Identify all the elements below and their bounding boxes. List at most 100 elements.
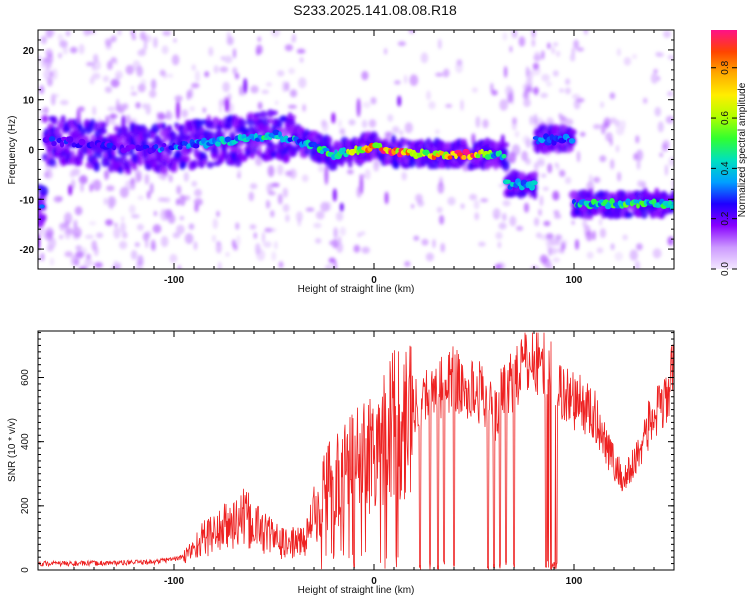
- spectrogram-y-tick-label: -20: [20, 245, 35, 256]
- spectrogram-speckle: [559, 169, 566, 177]
- snr-plot-area: [38, 332, 674, 570]
- spectrogram-speckle: [45, 170, 53, 180]
- spectrogram-speckle: [442, 69, 448, 78]
- spectrogram-speckle: [274, 241, 278, 250]
- spectrogram-speckle: [165, 112, 173, 120]
- spectrogram-speckle: [145, 103, 151, 115]
- spectrogram-speckle: [385, 131, 394, 137]
- spectrogram-speckle: [161, 208, 165, 217]
- spectrogram-speckle: [425, 252, 434, 262]
- spectrogram-speckle: [146, 190, 151, 200]
- spectrogram-ridge-blob: [475, 153, 481, 159]
- spectrogram-band-blob: [198, 127, 206, 134]
- spectrogram-speckle: [596, 247, 604, 254]
- spectrogram-speckle: [43, 106, 49, 115]
- spectrogram-ridge-blob: [342, 147, 346, 153]
- spectrogram-speckle: [237, 169, 242, 180]
- spectrogram-speckle: [51, 68, 58, 80]
- spectrogram-speckle: [174, 95, 183, 102]
- spectrogram-speckle: [267, 191, 276, 196]
- spectrogram-speckle: [362, 101, 371, 109]
- spectrogram-speckle: [278, 261, 284, 269]
- spectrogram-speckle: [45, 61, 51, 69]
- spectrogram-speckle: [523, 98, 531, 108]
- spectrogram-speckle: [248, 191, 255, 202]
- spectrogram-ridge-blob: [609, 198, 615, 205]
- spectrogram-speckle: [158, 112, 165, 121]
- spectrogram-speckle: [153, 210, 158, 217]
- spectrogram-x-tick-label: 0: [371, 275, 377, 286]
- spectrogram-ridge-blob: [669, 204, 674, 210]
- spectrogram-speckle: [193, 241, 198, 251]
- spectrogram-speckle: [576, 98, 585, 103]
- spectrogram-speckle: [64, 212, 73, 225]
- spectrogram-speckle: [550, 247, 558, 255]
- spectrogram-speckle: [482, 119, 489, 129]
- spectrogram-speckle: [535, 232, 542, 239]
- snr-y-tick-label: 200: [20, 497, 31, 514]
- spectrogram-speckle: [235, 222, 240, 230]
- spectrogram-ridge-blob: [671, 201, 674, 206]
- spectrogram-speckle: [130, 91, 138, 96]
- spectrogram-band-blob: [58, 132, 63, 138]
- spectrogram-speckle: [212, 234, 216, 243]
- spectrogram-speckle: [665, 115, 674, 124]
- spectrogram-speckle: [267, 165, 275, 178]
- spectrogram-band-blob: [501, 160, 510, 171]
- spectrogram-speckle: [508, 92, 514, 103]
- spectrogram-speckle: [413, 235, 420, 241]
- spectrogram-speckle: [41, 60, 45, 69]
- spectrogram-ridge-blob: [177, 145, 183, 150]
- spectrogram-speckle: [110, 35, 117, 43]
- spectrogram-speckle: [652, 248, 662, 259]
- spectrogram-speckle: [213, 65, 219, 74]
- spectrogram-speckle: [560, 114, 565, 127]
- spectrogram-speckle: [650, 72, 659, 84]
- spectrogram-speckle: [71, 179, 76, 190]
- spectrogram-speckle: [324, 264, 334, 269]
- spectrogram-streak: [339, 202, 344, 212]
- spectrogram-streak: [243, 78, 248, 94]
- spectrogram-speckle: [167, 213, 176, 224]
- spectrogram-speckle: [114, 59, 118, 66]
- spectrogram-speckle: [511, 121, 517, 131]
- spectrogram-speckle: [74, 206, 83, 216]
- spectrogram-speckle: [83, 30, 91, 36]
- spectrogram-speckle: [232, 67, 238, 75]
- spectrogram-speckle: [403, 74, 408, 85]
- spectrogram-speckle: [183, 171, 189, 182]
- spectrogram-speckle: [249, 224, 257, 230]
- spectrogram-speckle: [144, 34, 152, 43]
- spectrogram-speckle: [540, 92, 548, 99]
- spectrogram-ridge-blob: [78, 138, 86, 146]
- spectrogram-speckle: [533, 114, 538, 124]
- spectrogram-speckle: [335, 211, 344, 222]
- spectrogram-speckle: [58, 52, 62, 59]
- spectrogram-speckle: [564, 118, 574, 126]
- spectrogram-speckle: [315, 210, 325, 220]
- spectrogram-speckle: [475, 116, 481, 128]
- spectrogram-speckle: [415, 193, 423, 203]
- spectrogram-speckle: [404, 261, 411, 267]
- spectrogram-speckle: [167, 73, 174, 78]
- spectrogram-speckle: [667, 54, 674, 60]
- spectrogram-band-blob: [670, 189, 674, 201]
- snr-y-tick-label: 400: [20, 433, 31, 450]
- spectrogram-speckle: [270, 182, 280, 188]
- spectrogram-ridge-blob: [106, 142, 114, 149]
- spectrogram-speckle: [257, 36, 261, 42]
- spectrogram-speckle: [105, 219, 114, 226]
- spectrogram-speckle: [271, 30, 280, 38]
- spectrogram-speckle: [139, 31, 146, 41]
- spectrogram-speckle: [59, 222, 66, 232]
- spectrogram-speckle: [539, 195, 544, 207]
- spectrogram-speckle: [117, 30, 122, 36]
- spectrogram-speckle: [96, 232, 104, 239]
- spectrogram-speckle: [534, 51, 541, 56]
- spectrogram-band-blob: [256, 149, 262, 157]
- spectrogram-band-blob: [206, 161, 214, 169]
- spectrogram-speckle: [655, 51, 660, 57]
- spectrogram-speckle: [59, 99, 69, 106]
- spectrogram-x-tick-label: 100: [566, 275, 583, 286]
- spectrogram-speckle: [92, 106, 97, 116]
